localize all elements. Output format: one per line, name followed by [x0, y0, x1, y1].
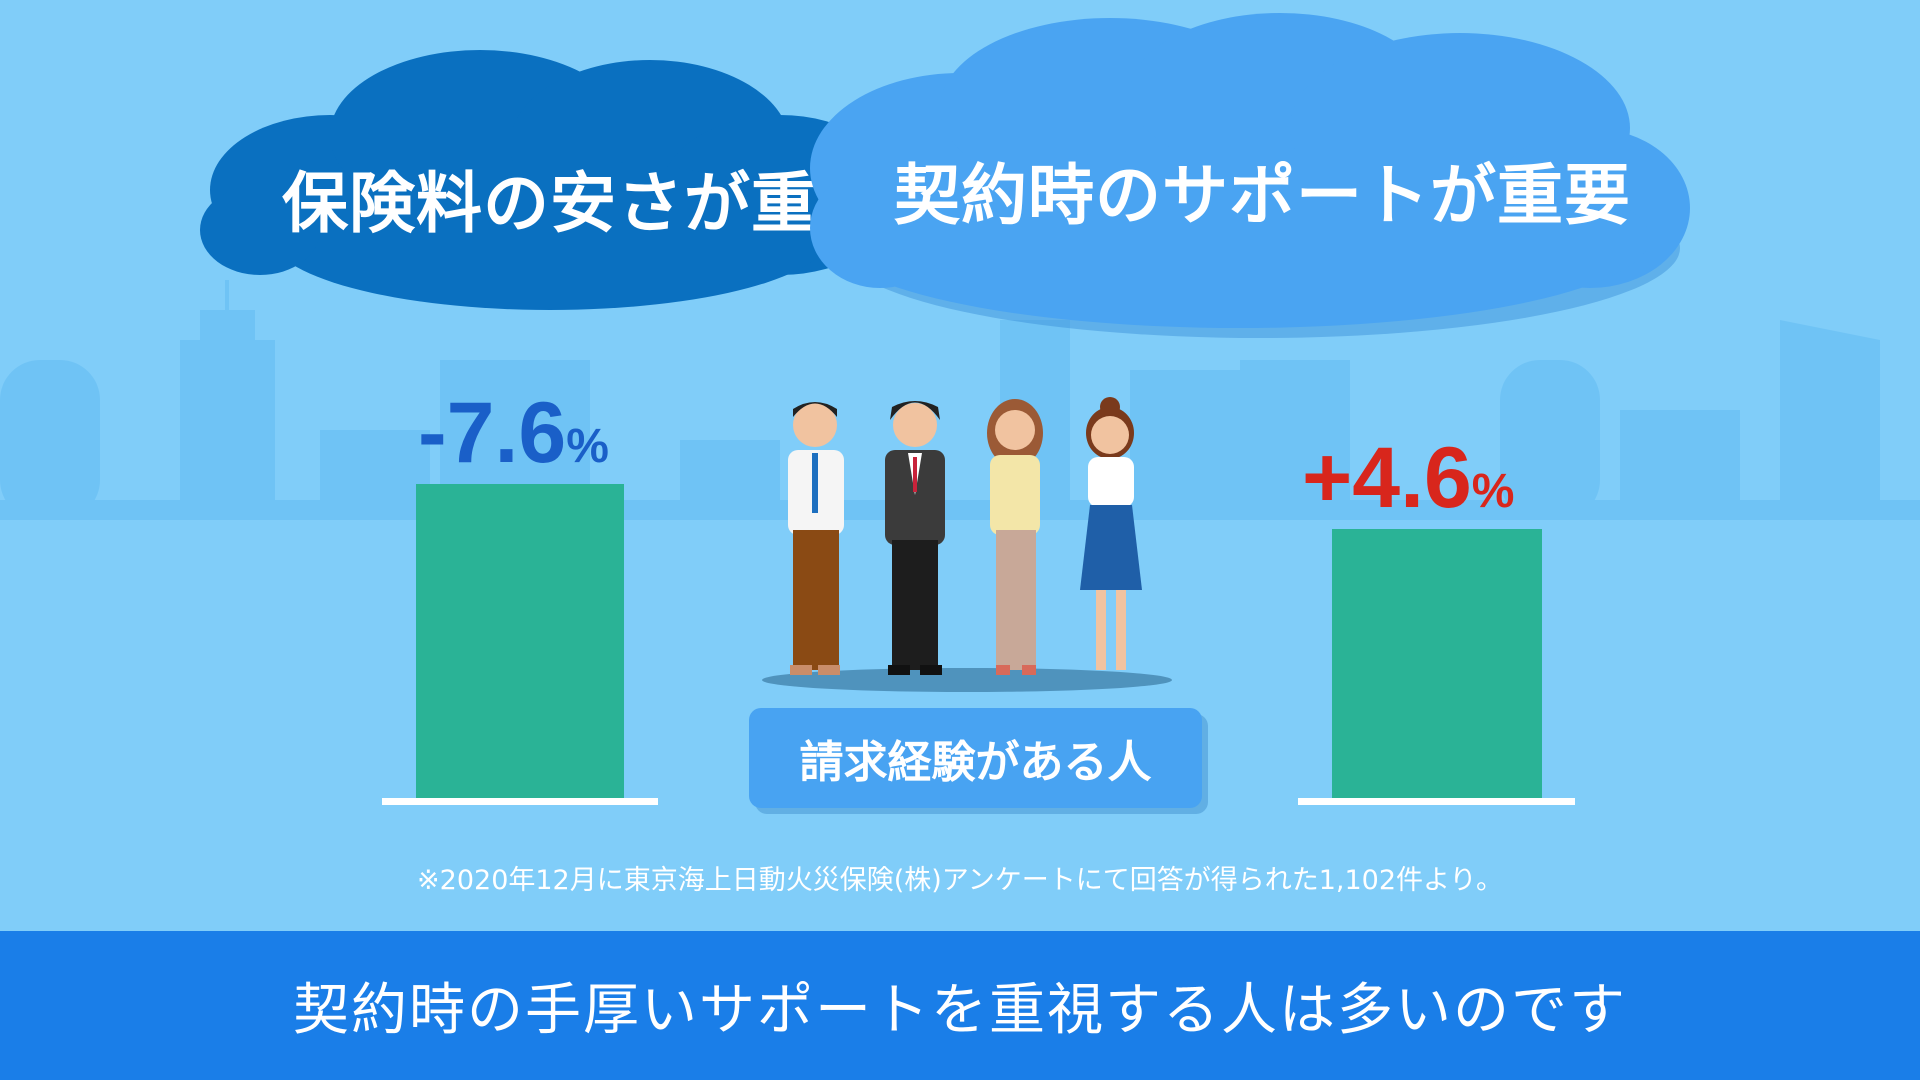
bar-support-importance [1332, 529, 1542, 798]
bar-price-importance [416, 484, 624, 798]
value-sign: + [1302, 430, 1353, 526]
man-suit-figure [885, 401, 945, 675]
baseline-right [1298, 798, 1575, 805]
value-number: 4.6 [1352, 430, 1472, 526]
woman-skirt-figure [1080, 397, 1142, 670]
baseline-left [382, 798, 658, 805]
value-sign: - [418, 385, 447, 481]
woman-blouse-figure [987, 399, 1043, 675]
value-unit: % [566, 420, 609, 473]
four-people-illustration [762, 397, 1172, 692]
left-cloud-text: 保険料の安さが重要 [282, 165, 885, 242]
footnote: ※2020年12月に東京海上日動火災保険(株)アンケートにて回答が得られた1,1… [417, 865, 1503, 896]
value-label-right: +4.6% [1302, 429, 1514, 528]
right-cloud [810, 13, 1690, 338]
value-unit: % [1471, 465, 1515, 518]
cloud-shape [810, 13, 1690, 328]
man-glasses-figure [788, 402, 844, 675]
left-cloud [200, 50, 900, 310]
value-label-left: -7.6% [418, 384, 609, 483]
caption-text: 契約時の手厚いサポートを重視する人は多いのです [293, 978, 1627, 1043]
caption-band: 契約時の手厚いサポートを重視する人は多いのです [0, 931, 1920, 1080]
value-number: 7.6 [446, 385, 567, 481]
cloud-shape [200, 50, 900, 310]
group-label: 請求経験がある人 [749, 708, 1202, 808]
right-cloud-text: 契約時のサポートが重要 [894, 157, 1631, 234]
